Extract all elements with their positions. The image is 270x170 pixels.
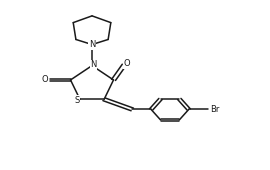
Text: N: N [89,40,95,49]
Text: O: O [41,75,48,84]
Text: S: S [74,96,79,105]
Text: Br: Br [210,105,220,114]
Text: N: N [90,60,97,69]
Text: O: O [124,59,130,68]
